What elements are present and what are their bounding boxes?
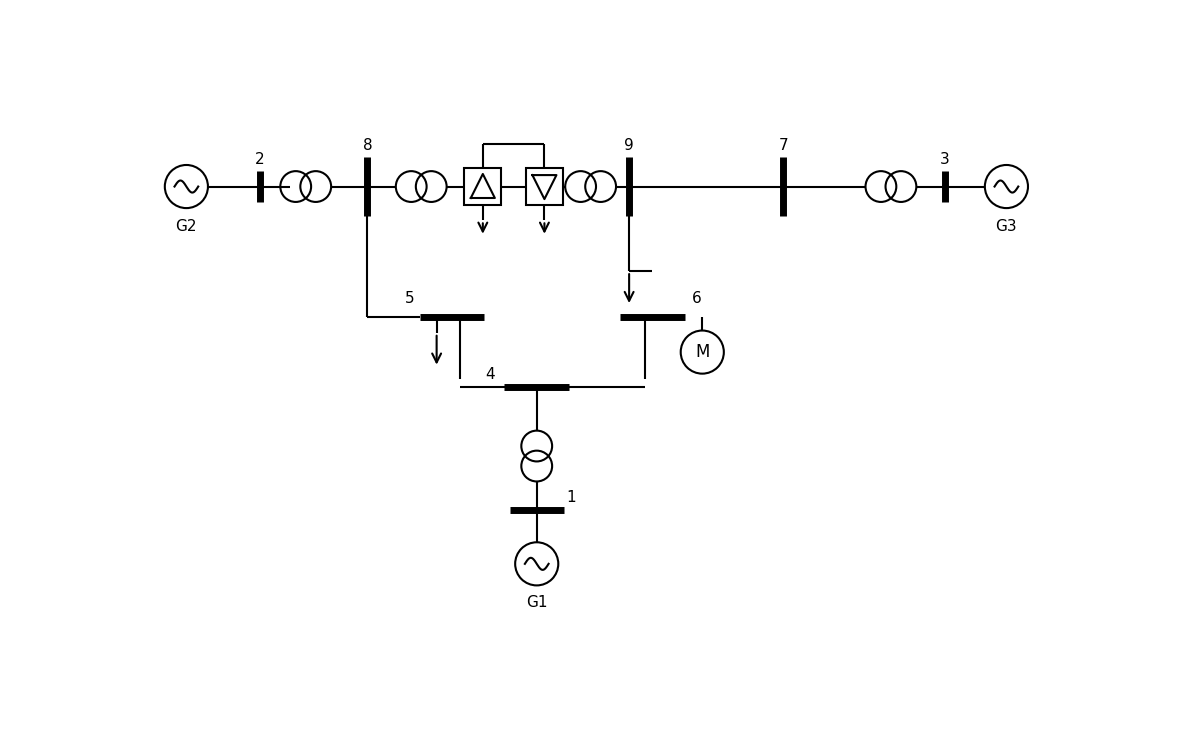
Bar: [464, 168, 501, 205]
Text: 2: 2: [255, 151, 264, 166]
Text: 1: 1: [566, 490, 576, 505]
Text: G3: G3: [996, 219, 1017, 234]
Text: 9: 9: [625, 138, 634, 153]
Text: 7: 7: [778, 138, 788, 153]
Text: M: M: [695, 343, 709, 361]
Text: 5: 5: [405, 291, 414, 306]
Text: G1: G1: [526, 595, 547, 609]
Text: 6: 6: [693, 291, 702, 306]
Text: 8: 8: [363, 138, 372, 153]
Bar: [526, 168, 563, 205]
Text: 4: 4: [486, 367, 495, 382]
Text: G2: G2: [176, 219, 198, 234]
Text: 3: 3: [940, 151, 950, 166]
